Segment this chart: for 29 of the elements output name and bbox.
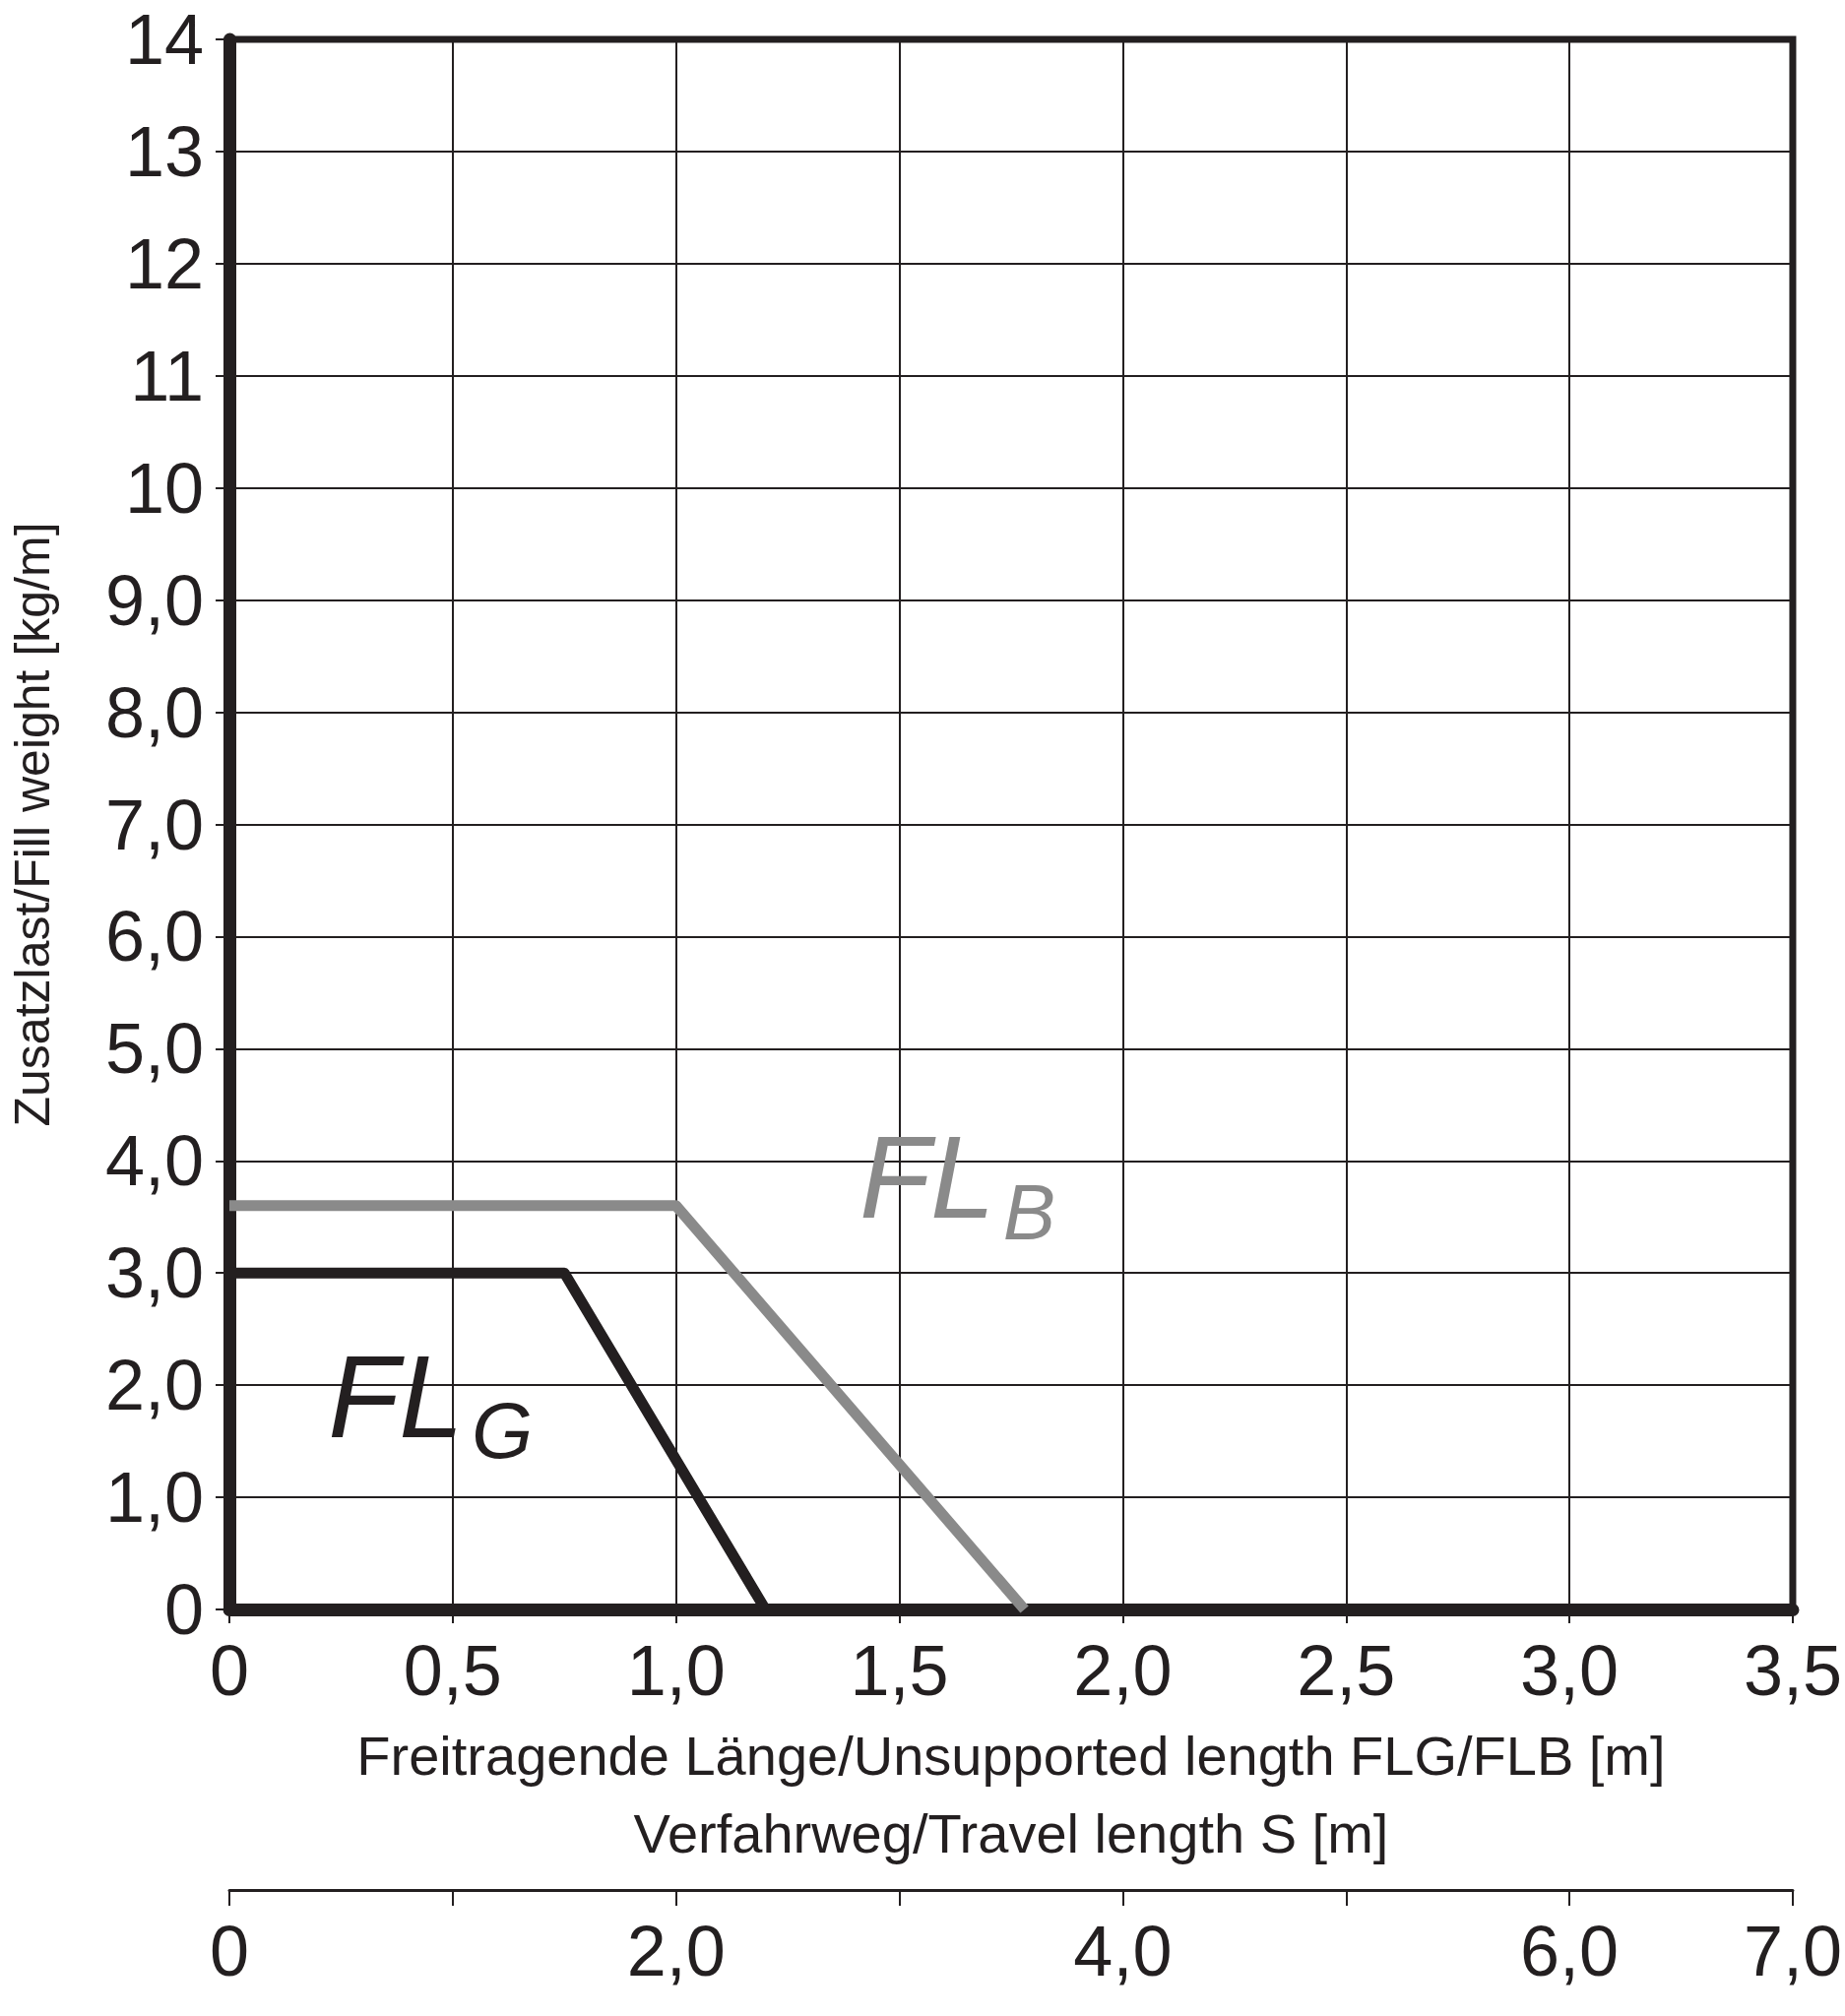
x-tick-label: 1,5 bbox=[850, 1631, 949, 1710]
y-tick-label: 9,0 bbox=[104, 560, 204, 640]
y-tick-label: 7,0 bbox=[104, 785, 204, 864]
y-tick-label: 0 bbox=[163, 1570, 204, 1649]
y-tick-label: 12 bbox=[124, 223, 204, 303]
x-tick-label: 0,5 bbox=[403, 1631, 502, 1710]
y-tick-label: 5,0 bbox=[104, 1009, 204, 1089]
y-tick-label: 2,0 bbox=[104, 1346, 204, 1425]
x-tick-label: 2,0 bbox=[1073, 1631, 1173, 1710]
y-tick-label: 11 bbox=[130, 336, 204, 415]
y-tick-label: 8,0 bbox=[104, 672, 204, 752]
y-tick-label: 14 bbox=[124, 0, 204, 79]
y-tick-label: 3,0 bbox=[104, 1233, 204, 1313]
y-tick-label: 6,0 bbox=[104, 897, 204, 976]
x2-axis-title: Verfahrweg/Travel length S [m] bbox=[633, 1801, 1389, 1864]
x-tick-label: 1,0 bbox=[626, 1631, 726, 1710]
x2-tick-label: 6,0 bbox=[1520, 1912, 1620, 1990]
y-tick-label: 10 bbox=[124, 448, 204, 528]
x2-tick-label: 7,0 bbox=[1743, 1912, 1842, 1990]
x-tick-label: 3,0 bbox=[1520, 1631, 1620, 1710]
y-tick-label: 1,0 bbox=[104, 1458, 204, 1538]
y-tick-label: 13 bbox=[124, 111, 204, 191]
x2-tick-label: 4,0 bbox=[1073, 1912, 1173, 1990]
x-tick-label: 2,5 bbox=[1297, 1631, 1396, 1710]
x2-tick-label: 2,0 bbox=[626, 1912, 726, 1990]
y-axis-title: Zusatzlast/Fill weight [kg/m] bbox=[5, 522, 60, 1127]
x-tick-label: 3,5 bbox=[1743, 1631, 1842, 1710]
x-axis-title: Freitragende Länge/Unsupported length FLG/FLB [m] bbox=[356, 1724, 1666, 1787]
y-tick-label: 4,0 bbox=[104, 1121, 204, 1201]
